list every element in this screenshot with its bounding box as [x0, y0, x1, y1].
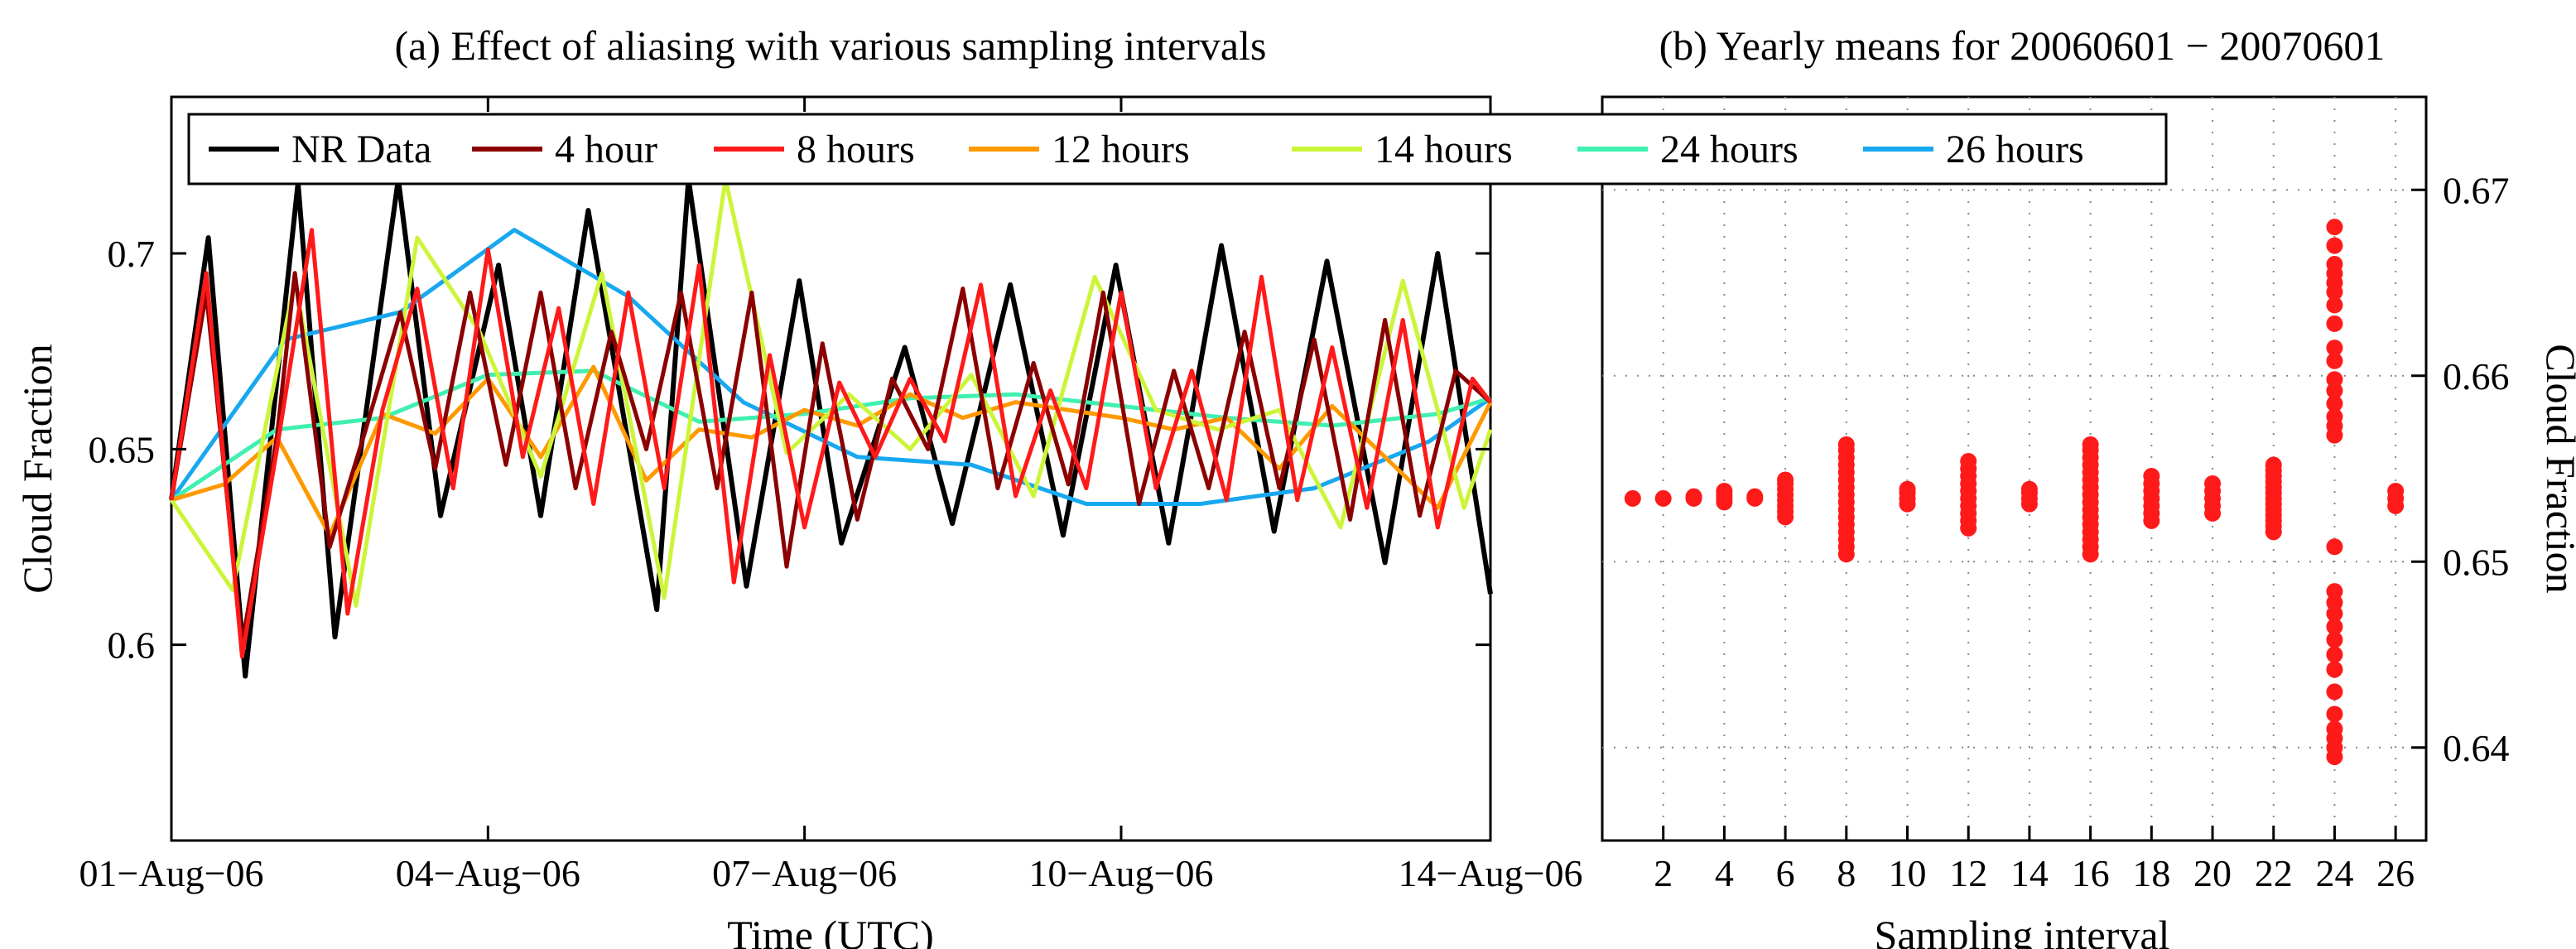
panel-a-ticks: 01−Aug−06 04−Aug−06 07−Aug−06 10−Aug−06 14−A… — [79, 97, 1583, 894]
b-ytick-label-3: 0.67 — [2443, 169, 2510, 211]
panel-b-axes — [1601, 95, 2428, 842]
panel-b: (b) Yearly means for 20060601 − 20070601… — [1601, 22, 2576, 949]
b-point-37 — [1899, 480, 1916, 498]
b-point-98 — [2326, 683, 2343, 701]
a-xtick-label-2: 07−Aug−06 — [712, 852, 897, 894]
panel-a-title: (a) Effect of aliasing with various samp… — [395, 22, 1267, 69]
b-point-125 — [2387, 482, 2405, 499]
b-point-106 — [2326, 538, 2343, 556]
legend-label-3: 12 hours — [1052, 128, 1190, 171]
b-point-67 — [2082, 436, 2099, 453]
b-point-109 — [2326, 408, 2343, 426]
b-xtick-label-9: 20 — [2193, 852, 2232, 894]
b-xtick-label-10: 22 — [2255, 852, 2293, 894]
a-xtick-label-4: 14−Aug−06 — [1398, 852, 1582, 894]
legend-label-2: 8 hours — [797, 128, 915, 171]
b-point-97 — [2326, 706, 2343, 723]
b-xtick-label-3: 8 — [1837, 852, 1856, 894]
b-point-110 — [2326, 395, 2343, 412]
b-ytick-label-1: 0.65 — [2443, 541, 2510, 583]
b-point-1 — [1654, 489, 1672, 507]
a-xtick-label-0: 01−Aug−06 — [79, 852, 263, 894]
b-xtick-label-4: 10 — [1889, 852, 1927, 894]
legend-label-5: 24 hours — [1660, 128, 1798, 171]
b-xtick-label-2: 6 — [1776, 852, 1795, 894]
panel-a: (a) Effect of aliasing with various samp… — [14, 22, 1583, 949]
b-point-17 — [1777, 471, 1794, 489]
b-point-122 — [2326, 219, 2343, 236]
b-point-79 — [2204, 474, 2222, 492]
a-xtick-label-1: 04−Aug−06 — [396, 852, 580, 894]
b-point-114 — [2326, 340, 2343, 357]
panel-b-xlabel: Sampling interval — [1875, 912, 2170, 949]
panel-b-ylabel: Cloud Fraction — [2538, 344, 2576, 593]
legend-label-6: 26 hours — [1946, 128, 2084, 171]
b-xtick-label-5: 12 — [1949, 852, 1987, 894]
legend: NR Data 4 hour 8 hours 12 hours 14 hours 24 h… — [187, 113, 2168, 185]
b-point-116 — [2326, 296, 2343, 314]
b-point-120 — [2326, 256, 2343, 273]
b-ytick-label-0: 0.64 — [2443, 727, 2510, 769]
series-line-1 — [169, 271, 1492, 648]
b-point-96 — [2326, 720, 2343, 738]
b-xtick-label-7: 16 — [2072, 852, 2110, 894]
b-point-99 — [2326, 661, 2343, 678]
b-point-33 — [1837, 436, 1855, 453]
b-point-112 — [2326, 371, 2343, 388]
b-point-115 — [2326, 315, 2343, 332]
b-point-9 — [1746, 488, 1764, 505]
a-xtick-label-3: 10−Aug−06 — [1028, 852, 1213, 894]
b-xtick-label-8: 18 — [2132, 852, 2170, 894]
a-ytick-label-2: 0.7 — [108, 233, 156, 275]
b-point-3 — [1685, 488, 1702, 505]
panel-a-series — [169, 176, 1493, 679]
legend-label-0: NR Data — [291, 128, 431, 171]
b-point-74 — [2143, 467, 2160, 484]
panel-b-ticks: 2 4 6 8 10 12 14 16 18 20 22 24 260.640.650.660.67 — [1654, 169, 2509, 894]
b-xtick-label-12: 26 — [2376, 852, 2415, 894]
b-point-101 — [2326, 631, 2343, 648]
b-point-121 — [2326, 237, 2343, 254]
b-xtick-label-6: 14 — [2010, 852, 2049, 894]
panel-a-xlabel: Time (UTC) — [727, 912, 934, 949]
legend-label-4: 14 hours — [1375, 128, 1513, 171]
b-ytick-label-2: 0.66 — [2443, 355, 2510, 397]
b-point-92 — [2265, 456, 2282, 474]
b-point-113 — [2326, 352, 2343, 369]
b-point-47 — [1960, 453, 1977, 470]
b-point-0 — [1624, 489, 1641, 507]
b-point-7 — [1716, 482, 1733, 499]
panel-b-title: (b) Yearly means for 20060601 − 20070601 — [1659, 22, 2386, 69]
b-point-100 — [2326, 646, 2343, 663]
b-xtick-label-1: 4 — [1715, 852, 1734, 894]
b-xtick-label-0: 2 — [1654, 852, 1673, 894]
b-point-102 — [2326, 618, 2343, 635]
panel-a-ylabel: Cloud Fraction — [14, 344, 60, 593]
panel-b-points — [1624, 219, 2405, 765]
legend-label-1: 4 hour — [555, 128, 657, 171]
series-line-0 — [169, 176, 1493, 679]
legend-items: NR Data 4 hour 8 hours 12 hours 14 hours 24 h… — [209, 128, 2084, 171]
b-point-105 — [2326, 583, 2343, 600]
b-point-51 — [2020, 480, 2038, 498]
b-xtick-label-11: 24 — [2315, 852, 2353, 894]
a-ytick-label-1: 0.65 — [89, 428, 156, 470]
a-ytick-label-0: 0.6 — [108, 624, 156, 667]
series-line-2 — [169, 228, 1492, 659]
